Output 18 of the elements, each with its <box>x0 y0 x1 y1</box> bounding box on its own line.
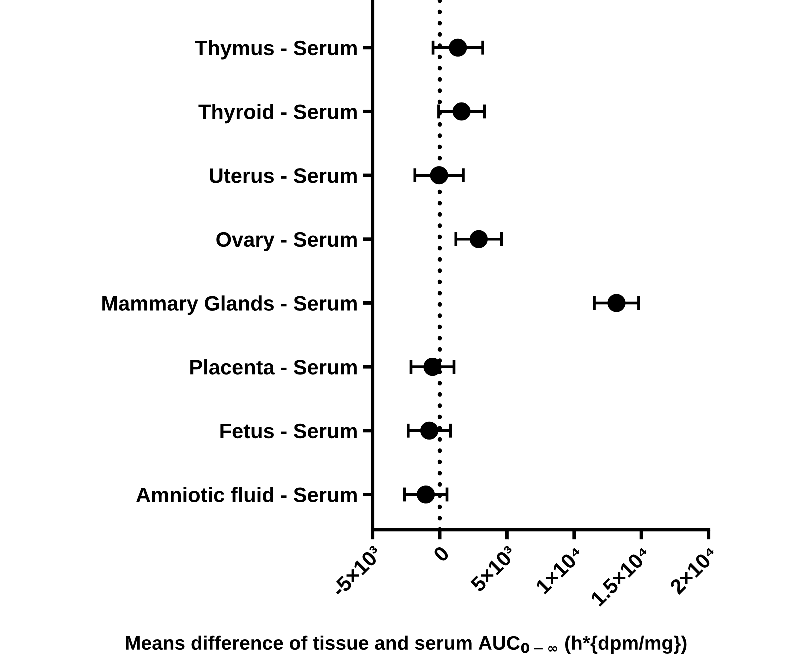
point <box>608 294 626 312</box>
y-tick-label: Thyroid - Serum <box>198 104 357 124</box>
point <box>424 358 442 376</box>
point <box>449 38 468 57</box>
y-tick-label: Amniotic fluid - Serum <box>136 487 357 502</box>
y-tick-label: Uterus - Serum <box>210 168 357 184</box>
point <box>470 230 488 248</box>
y-tick-label: Thymus - Serum <box>195 40 357 60</box>
y-tick-label: Mammary Glands - Serum <box>102 296 357 316</box>
point <box>420 422 439 440</box>
x-tick-label: 0 <box>432 545 450 563</box>
y-tick-label: Placenta - Serum <box>190 360 357 375</box>
point <box>416 486 436 504</box>
x-axis-title: Means difference of tissue and serum AUC$_{0−∞}$ (h*{dpm/mg}) <box>126 636 687 654</box>
point <box>452 102 471 121</box>
y-tick-label: Ovary - Serum <box>216 232 357 252</box>
point <box>430 166 448 185</box>
y-tick-label: Fetus - Serum <box>220 424 357 439</box>
